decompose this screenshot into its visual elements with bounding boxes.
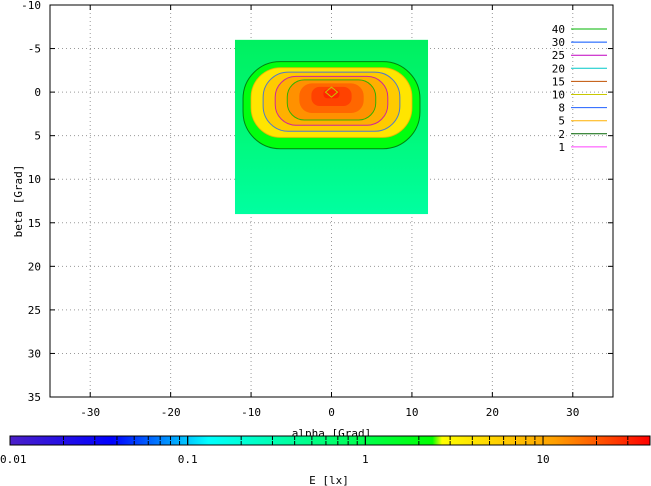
x-tick-label: 10 xyxy=(405,406,418,419)
heatmap-area xyxy=(234,39,429,215)
x-tick-label: -30 xyxy=(80,406,100,419)
x-tick-label: -10 xyxy=(241,406,261,419)
colorbar-tick-label: 0.01 xyxy=(0,453,27,466)
y-tick-label: 10 xyxy=(28,173,41,186)
y-tick-label: -10 xyxy=(21,0,41,12)
x-axis-ticks: -30 -20 -10 0 10 20 30 xyxy=(80,5,579,419)
colorbar-gradient xyxy=(9,435,651,446)
legend-label: 10 xyxy=(552,89,565,102)
y-tick-label: 5 xyxy=(34,130,41,143)
colorbar: 0.01 0.1 1 10 xyxy=(0,435,651,466)
y-tick-label: 25 xyxy=(28,304,41,317)
legend-label: 30 xyxy=(552,36,565,49)
y-tick-label: 20 xyxy=(28,260,41,273)
contour-line xyxy=(274,75,389,126)
legend-label: 20 xyxy=(552,62,565,75)
legend-label: 2 xyxy=(558,128,565,141)
colorbar-label: E [lx] xyxy=(309,474,349,486)
colorbar-tick-label: 0.1 xyxy=(178,453,198,466)
y-tick-label: 15 xyxy=(28,217,41,230)
contour-line xyxy=(262,71,401,132)
y-tick-label: 35 xyxy=(28,391,41,404)
y-axis-label: beta [Grad] xyxy=(12,165,25,238)
y-tick-label: -5 xyxy=(28,43,41,56)
legend-label: 15 xyxy=(552,75,565,88)
x-tick-label: -20 xyxy=(161,406,181,419)
legend-label: 40 xyxy=(552,23,565,36)
legend-label: 8 xyxy=(558,102,565,115)
heatmap-level-band xyxy=(323,89,340,99)
legend-label: 5 xyxy=(558,115,565,128)
y-tick-label: 30 xyxy=(28,347,41,360)
contour-line xyxy=(286,79,377,121)
colorbar-tick-label: 1 xyxy=(362,453,369,466)
y-tick-label: 0 xyxy=(34,86,41,99)
x-tick-label: 30 xyxy=(566,406,579,419)
x-tick-label: 20 xyxy=(486,406,499,419)
peak-contour xyxy=(324,86,339,98)
contour-line xyxy=(242,61,421,150)
legend-label: 1 xyxy=(558,141,565,154)
contour-line xyxy=(250,67,413,138)
x-tick-label: 0 xyxy=(328,406,335,419)
colorbar-tick-label: 10 xyxy=(536,453,549,466)
legend-label: 25 xyxy=(552,49,565,62)
